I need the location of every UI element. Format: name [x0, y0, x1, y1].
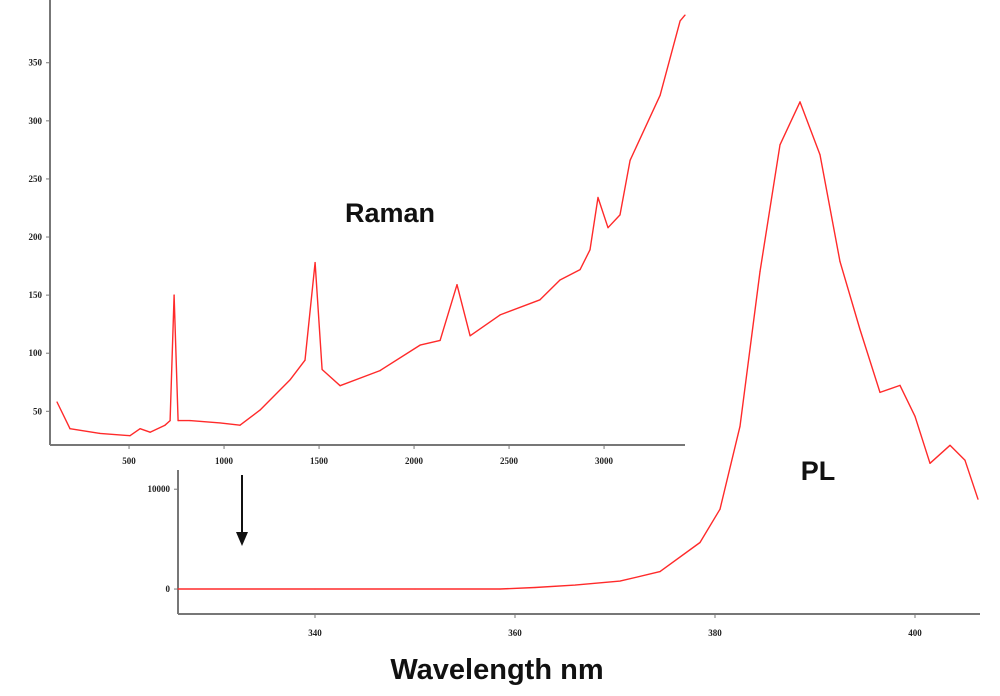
- x-tick-label: 3000: [595, 456, 614, 466]
- data-point: [899, 384, 901, 386]
- y-tick-label: 50: [33, 406, 43, 416]
- arrow-down-icon: [236, 475, 248, 546]
- data-point: [314, 588, 316, 590]
- y-tick-label: 150: [29, 290, 43, 300]
- x-tick-label: 2000: [405, 456, 424, 466]
- pl-plot: 340 360 380 400 0 10000: [148, 101, 980, 638]
- x-tick-label: 340: [308, 628, 322, 638]
- data-point: [456, 284, 458, 286]
- data-point: [929, 462, 931, 464]
- data-point: [819, 154, 821, 156]
- data-point: [659, 570, 661, 573]
- data-point: [779, 144, 781, 146]
- y-tick-label: 250: [29, 174, 43, 184]
- data-point: [719, 508, 721, 510]
- data-point: [69, 428, 71, 430]
- data-point: [304, 359, 306, 361]
- series-line: [178, 101, 979, 590]
- data-point: [169, 420, 171, 422]
- data-point: [314, 261, 316, 264]
- data-point: [149, 431, 151, 433]
- data-point: [189, 420, 191, 422]
- data-point: [419, 344, 421, 346]
- data-point: [559, 279, 561, 281]
- data-point: [619, 580, 621, 582]
- data-point: [469, 335, 471, 337]
- x-tick-label: 1000: [215, 456, 234, 466]
- data-point: [259, 409, 261, 411]
- data-point: [739, 425, 741, 427]
- data-point: [659, 94, 661, 96]
- y-tick-label: 10000: [148, 484, 171, 494]
- data-point: [439, 339, 441, 342]
- data-point: [977, 498, 979, 500]
- data-point: [173, 294, 175, 296]
- data-point: [414, 588, 416, 590]
- data-point: [589, 249, 591, 251]
- data-point: [879, 391, 881, 393]
- data-point: [129, 435, 131, 437]
- data-point: [177, 420, 179, 422]
- x-tick-label: 500: [122, 456, 136, 466]
- y-tick-label: 200: [29, 232, 43, 242]
- raman-label: Raman: [345, 198, 435, 228]
- data-point: [177, 588, 179, 590]
- data-point: [574, 584, 576, 586]
- data-point: [607, 227, 609, 229]
- data-point: [699, 541, 701, 544]
- data-point: [579, 268, 581, 271]
- data-point: [219, 422, 221, 424]
- data-point: [839, 261, 841, 263]
- data-point: [799, 101, 801, 103]
- plot-background: [50, 0, 685, 445]
- data-point: [597, 196, 599, 199]
- data-point: [289, 379, 291, 381]
- data-point: [56, 401, 58, 403]
- raman-inset-plot: 500 1000 1500 2000 2500 3000 50 100 150 200 250 300…: [29, 0, 686, 466]
- data-point: [379, 370, 381, 372]
- data-point: [684, 14, 686, 16]
- data-point: [949, 444, 951, 446]
- pl-label: PL: [801, 456, 836, 486]
- data-point: [539, 299, 541, 301]
- data-point: [321, 368, 323, 371]
- x-tick-label: 2500: [500, 456, 519, 466]
- data-point: [679, 20, 681, 22]
- x-tick-label: 400: [908, 628, 922, 638]
- data-point: [914, 415, 916, 417]
- data-point: [339, 385, 341, 387]
- data-point: [629, 159, 631, 161]
- x-tick-label: 380: [708, 628, 722, 638]
- y-tick-label: 100: [29, 348, 43, 358]
- data-point: [859, 328, 861, 331]
- data-point: [534, 586, 536, 589]
- data-point: [139, 428, 141, 430]
- x-tick-label: 1500: [310, 456, 329, 466]
- data-point: [499, 314, 501, 316]
- data-point: [239, 424, 241, 426]
- data-point: [759, 270, 761, 273]
- data-point: [499, 588, 501, 590]
- series-line: [56, 14, 686, 437]
- y-tick-label: 350: [29, 58, 43, 68]
- y-tick-label: 300: [29, 116, 43, 126]
- data-point: [99, 432, 101, 434]
- x-axis-label: Wavelength nm: [390, 654, 603, 686]
- x-tick-label: 360: [508, 628, 522, 638]
- data-point: [964, 459, 966, 461]
- data-point: [619, 214, 621, 216]
- y-tick-label: 0: [166, 584, 171, 594]
- data-point: [164, 424, 166, 426]
